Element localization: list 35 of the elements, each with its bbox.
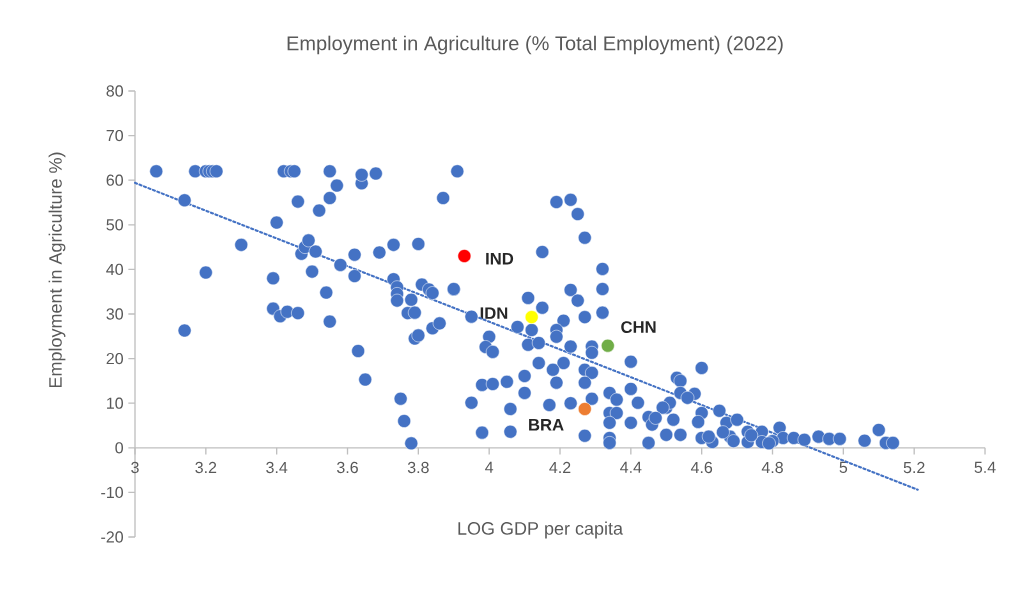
y-tick-label: 80 — [106, 85, 124, 97]
y-tick-label: 0 — [115, 442, 124, 454]
x-tick-label: 5.4 — [974, 461, 996, 473]
x-tick-label: 4.2 — [549, 461, 571, 474]
y-tick-label: 60 — [106, 174, 124, 186]
y-axis-title: Employment in Agriculture %) — [48, 152, 66, 388]
y-tick-label: -10 — [101, 486, 124, 499]
y-tick-label: 20 — [106, 352, 124, 365]
x-tick-label: 3.6 — [336, 461, 358, 474]
x-tick-label: 4 — [485, 461, 494, 473]
point — [578, 402, 592, 416]
y-tick-label: 50 — [106, 219, 124, 231]
x-tick-label: 3.2 — [195, 461, 217, 474]
x-axis-title: LOG GDP per capita — [458, 521, 624, 539]
x-tick-label: 4.8 — [761, 461, 783, 474]
point — [524, 310, 539, 324]
series-label: CHN — [621, 321, 656, 333]
y-tick-label: 30 — [106, 308, 124, 320]
chart-title: Employment in Agriculture (% Total Employment) (2022) — [287, 35, 783, 55]
point — [601, 338, 615, 353]
y-tick-label: 10 — [107, 397, 124, 409]
x-tick-label: 3.4 — [266, 461, 288, 474]
x-tick-label: 5 — [839, 461, 848, 473]
x-tick-label: 3.8 — [407, 461, 429, 474]
x-tick-label: 3 — [131, 461, 139, 474]
y-tick-label: -20 — [101, 531, 124, 543]
series-label: BRA — [529, 419, 564, 431]
point — [457, 249, 472, 263]
series-label: IDN — [480, 307, 508, 319]
y-tick-label: 40 — [106, 263, 124, 276]
x-tick-label: 4.4 — [620, 461, 642, 473]
series-label: IND — [486, 252, 514, 265]
x-tick-label: 4.6 — [690, 461, 713, 474]
x-tick-label: 5.2 — [903, 461, 925, 474]
y-tick-label: 70 — [106, 129, 124, 142]
